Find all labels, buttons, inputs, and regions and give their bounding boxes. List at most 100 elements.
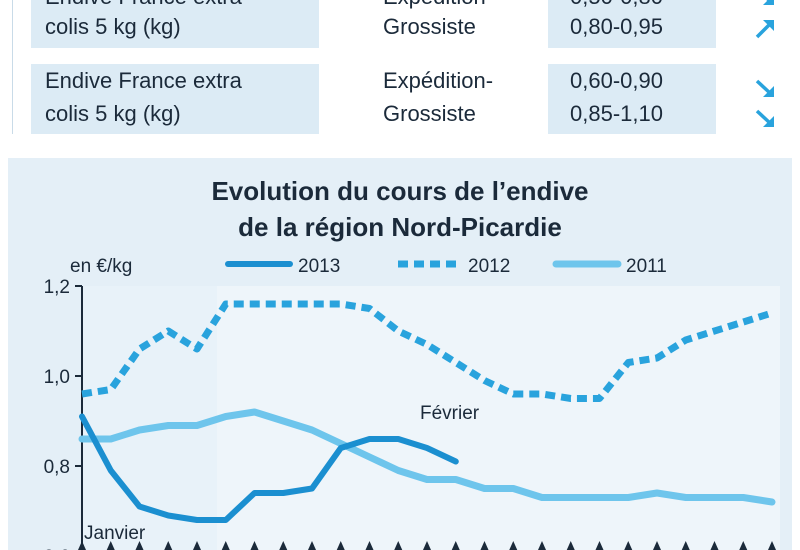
data-point-2013 bbox=[224, 519, 227, 522]
chart-title-line-2: de la région Nord-Picardie bbox=[238, 212, 562, 242]
price-table: Endive France extra colis 5 kg (kg) Expé… bbox=[12, 0, 800, 134]
series-layer bbox=[78, 300, 776, 523]
x-tick-mark bbox=[739, 541, 748, 550]
legend-label-2013: 2013 bbox=[298, 256, 340, 277]
x-tick-mark bbox=[566, 541, 575, 550]
x-tick-mark bbox=[653, 541, 661, 550]
data-point-2013 bbox=[339, 447, 342, 450]
x-tick-mark bbox=[423, 541, 431, 550]
product-packaging: colis 5 kg (kg) bbox=[45, 14, 181, 39]
y-tick-label: 0,6 bbox=[44, 547, 70, 550]
annotation-label: Janvier bbox=[84, 523, 146, 544]
price-shipping: 0,50-0,80 bbox=[570, 0, 663, 13]
data-point-2012 bbox=[713, 330, 716, 333]
data-point-2013 bbox=[397, 438, 400, 441]
x-tick-mark bbox=[164, 541, 173, 550]
data-point-2012 bbox=[771, 312, 774, 315]
y-tick-label: 1,2 bbox=[44, 277, 70, 298]
x-tick-mark bbox=[250, 541, 259, 550]
data-point-2011 bbox=[656, 492, 659, 495]
data-point-2013 bbox=[109, 469, 112, 472]
data-point-2012 bbox=[109, 388, 112, 391]
data-point-2013 bbox=[311, 487, 314, 490]
x-tick-mark bbox=[538, 541, 546, 550]
x-tick-mark bbox=[681, 541, 690, 550]
data-point-2012 bbox=[253, 303, 256, 306]
data-point-2011 bbox=[167, 424, 170, 427]
x-tick-mark bbox=[624, 541, 633, 550]
table-row: Endive France extra colis 5 kg (kg) Expé… bbox=[31, 0, 800, 48]
data-point-2013 bbox=[426, 447, 429, 450]
data-point-2011 bbox=[742, 496, 745, 499]
series-line-2013 bbox=[79, 413, 459, 523]
data-point-2011 bbox=[713, 496, 716, 499]
data-point-2012 bbox=[656, 357, 659, 360]
data-point-2011 bbox=[627, 496, 630, 499]
data-point-2012 bbox=[311, 303, 314, 306]
data-point-2011 bbox=[454, 478, 457, 481]
x-tick-mark bbox=[595, 541, 604, 550]
data-point-2013 bbox=[138, 505, 141, 508]
trend-down-icon bbox=[755, 79, 774, 97]
data-point-2011 bbox=[397, 469, 400, 472]
data-point-2011 bbox=[771, 501, 774, 504]
plot-area-band bbox=[82, 286, 217, 550]
y-tick-label: 0,8 bbox=[44, 457, 70, 478]
x-tick-mark bbox=[710, 541, 719, 550]
x-tick-mark bbox=[365, 541, 374, 550]
price-wholesale: 0,85-1,10 bbox=[570, 101, 663, 126]
table-row: Endive France extra colis 5 kg (kg) Expé… bbox=[31, 64, 800, 134]
data-point-2011 bbox=[224, 415, 227, 418]
stage-shipping: Expédition- bbox=[383, 0, 493, 13]
product-name: Endive France extra bbox=[45, 0, 242, 13]
data-point-2012 bbox=[569, 397, 572, 400]
data-point-2012 bbox=[426, 343, 429, 346]
data-point-2011 bbox=[311, 429, 314, 432]
trend-up-icon bbox=[755, 20, 774, 39]
data-point-2012 bbox=[368, 307, 371, 310]
data-point-2013 bbox=[368, 438, 371, 441]
data-point-2011 bbox=[541, 496, 544, 499]
data-point-2012 bbox=[512, 393, 515, 396]
chart-title-line-1: Evolution du cours de l’endive bbox=[211, 176, 588, 206]
x-tick-mark bbox=[394, 541, 403, 550]
data-point-2012 bbox=[167, 330, 170, 333]
data-point-2011 bbox=[512, 487, 515, 490]
x-tick-mark bbox=[78, 541, 86, 550]
data-point-2011 bbox=[282, 420, 285, 423]
data-point-2012 bbox=[339, 303, 342, 306]
data-point-2013 bbox=[196, 519, 199, 522]
chart-panel: Evolution du cours de l’endive de la rég… bbox=[8, 158, 792, 550]
data-point-2011 bbox=[339, 442, 342, 445]
trend-down-icon bbox=[755, 109, 774, 127]
stage-wholesale: Grossiste bbox=[383, 14, 476, 39]
product-name: Endive France extra bbox=[45, 68, 242, 93]
data-point-2012 bbox=[397, 330, 400, 333]
annotation-label: Février bbox=[420, 403, 480, 424]
data-point-2012 bbox=[742, 321, 745, 324]
data-point-2012 bbox=[684, 339, 687, 342]
x-tick-mark bbox=[135, 541, 144, 550]
x-tick-mark bbox=[193, 541, 201, 550]
data-point-2013 bbox=[253, 492, 256, 495]
data-point-2011 bbox=[426, 478, 429, 481]
trend-down-icon bbox=[763, 0, 774, 5]
price-cell: 0,50-0,80 0,80-0,95 bbox=[548, 0, 716, 48]
x-tick-mark bbox=[336, 541, 345, 550]
data-point-2012 bbox=[224, 303, 227, 306]
x-tick-mark bbox=[768, 541, 776, 550]
data-point-2012 bbox=[483, 379, 486, 382]
data-point-2011 bbox=[81, 438, 84, 441]
legend-label-2011: 2011 bbox=[626, 256, 667, 277]
y-tick-label: 1,0 bbox=[44, 367, 70, 388]
series-line-2012 bbox=[81, 300, 774, 402]
price-evolution-chart: Evolution du cours de l’endive de la rég… bbox=[44, 176, 780, 550]
data-point-2011 bbox=[569, 496, 572, 499]
data-point-2011 bbox=[196, 424, 199, 427]
data-point-2012 bbox=[541, 393, 544, 396]
data-point-2012 bbox=[282, 303, 285, 306]
data-point-2011 bbox=[138, 429, 141, 432]
x-tick-mark bbox=[106, 541, 115, 550]
x-tick-mark bbox=[279, 541, 288, 550]
x-tick-mark bbox=[509, 541, 518, 550]
